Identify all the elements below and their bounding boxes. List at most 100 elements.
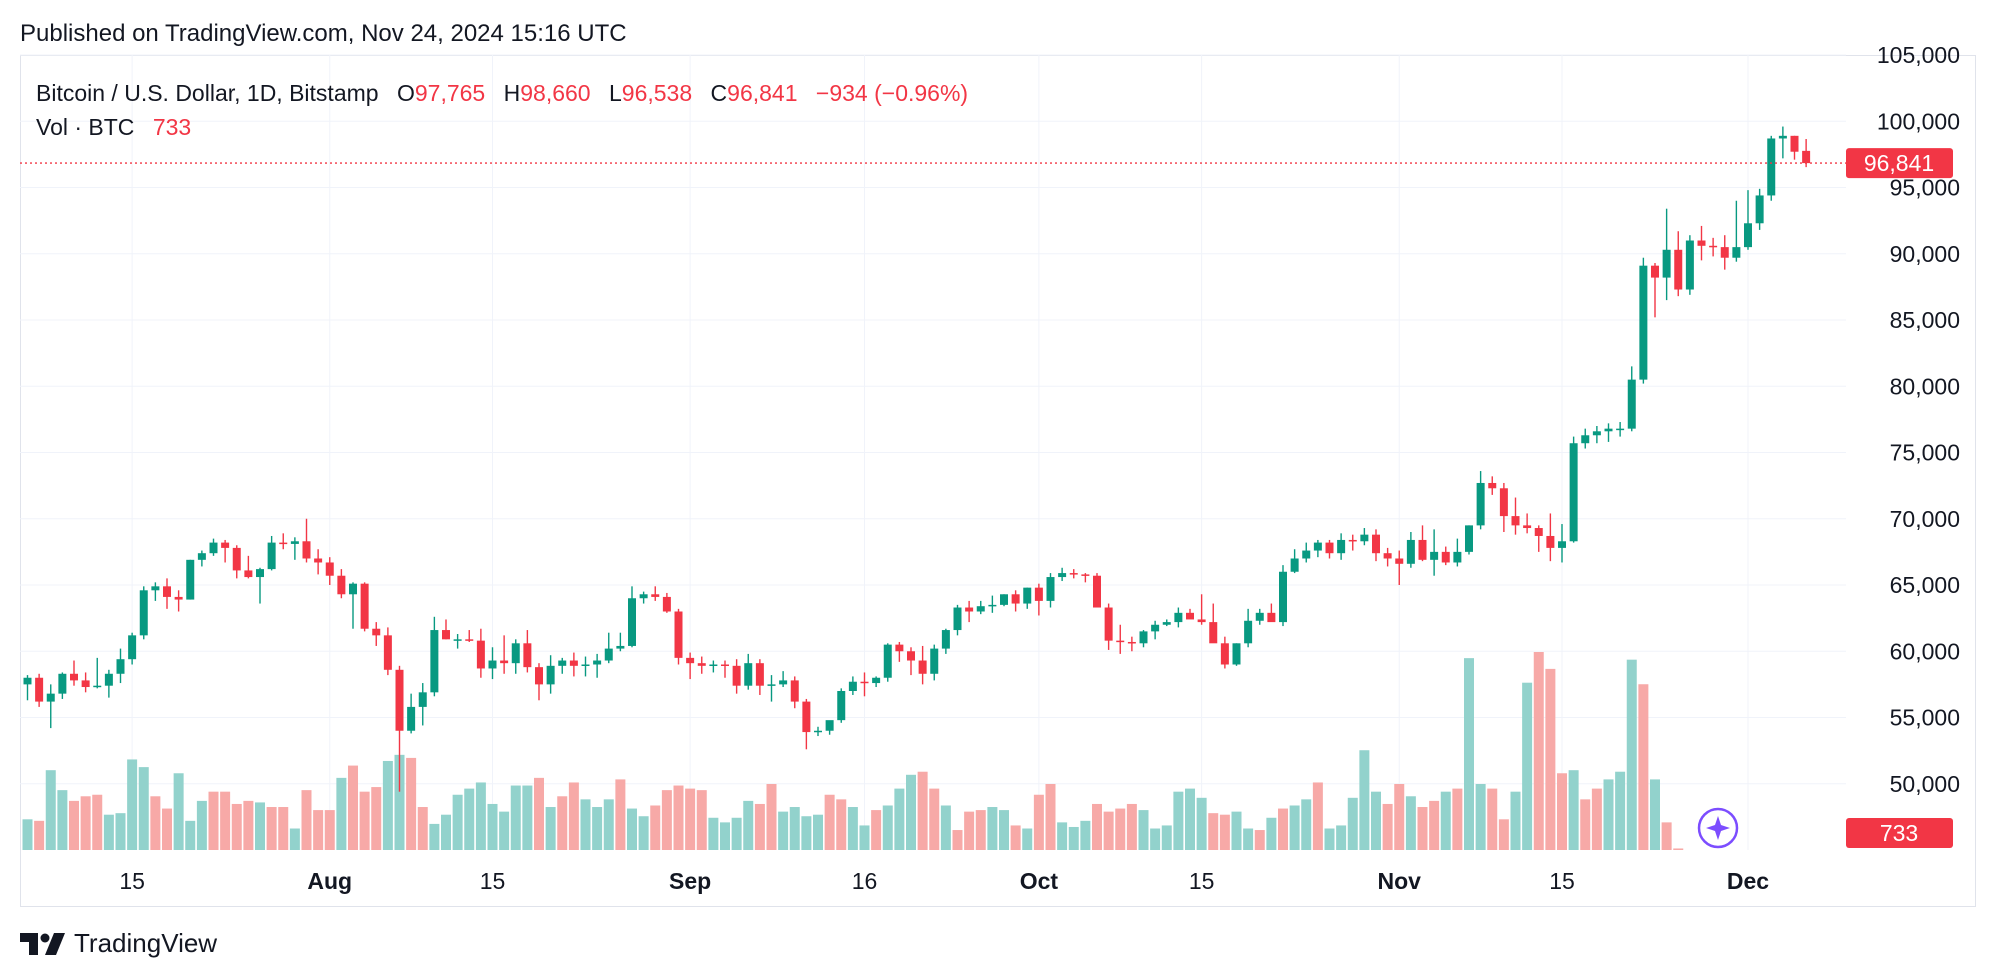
candle-body [662, 596, 671, 612]
candle-body [558, 660, 567, 666]
candle-body [604, 648, 613, 661]
volume-bar [801, 816, 812, 850]
y-tick-label: 105,000 [1877, 42, 1960, 68]
y-tick-label: 70,000 [1890, 506, 1960, 532]
legend-volume-row: Vol · BTC 733 [36, 110, 968, 144]
candle-body [128, 635, 137, 660]
candle-body [46, 693, 55, 702]
candle-body [523, 643, 532, 668]
tradingview-brand[interactable]: TradingView [20, 928, 217, 959]
volume-bar [1347, 797, 1358, 850]
candle-body [965, 607, 974, 612]
candle-body [1220, 643, 1229, 665]
candle-body [1755, 195, 1764, 224]
candle-body [1709, 245, 1718, 248]
last-volume-badge [1846, 818, 1953, 848]
tradingview-brand-label: TradingView [74, 928, 218, 958]
volume-bar [371, 787, 382, 850]
candle-body [930, 648, 939, 674]
candle-body [1337, 539, 1346, 554]
volume-bar [627, 808, 637, 850]
volume-bar [1208, 813, 1219, 850]
candle-body [953, 607, 962, 631]
candle-body [1488, 482, 1497, 489]
candle-body [744, 663, 753, 686]
candle-body [1744, 223, 1752, 248]
legend-change: −934 (−0.96%) [815, 80, 969, 106]
candle-body [895, 644, 904, 652]
candle-body [290, 541, 299, 544]
volume-bar [196, 800, 207, 850]
candle-body [476, 640, 485, 669]
volume-bar [1115, 808, 1126, 850]
volume-bar [394, 754, 405, 850]
candle-body [639, 594, 648, 599]
y-tick-label: 90,000 [1890, 241, 1960, 267]
volume-bar [1568, 770, 1579, 850]
legend-ohlc-row: Bitcoin / U.S. Dollar, 1D, Bitstamp O97,… [36, 76, 968, 110]
candle-body [267, 542, 276, 570]
volume-bar [1022, 828, 1033, 850]
candle-body [1162, 622, 1171, 625]
volume-bar [720, 822, 730, 850]
candle-body [616, 645, 625, 649]
candle-body [232, 547, 241, 571]
volume-bar [847, 807, 858, 850]
volume-bar [1580, 799, 1591, 850]
candle-body [453, 639, 462, 641]
volume-bar [673, 785, 684, 850]
candle-body [1058, 573, 1067, 578]
candle-body [1546, 535, 1555, 548]
candle-body [279, 542, 288, 545]
volume-bar [859, 825, 870, 850]
y-tick-label: 80,000 [1890, 373, 1960, 399]
volume-bar [766, 784, 777, 850]
volume-bar [1359, 750, 1370, 850]
candle-body [139, 590, 148, 636]
volume-bar [534, 777, 544, 850]
candle-body [1616, 428, 1625, 431]
candle-body [302, 541, 311, 559]
candle-body [1674, 249, 1683, 290]
candle-body [1232, 643, 1241, 665]
candle-body [569, 660, 578, 666]
candle-body [1802, 150, 1811, 164]
candle-body [442, 630, 450, 640]
candle-body [1209, 622, 1218, 644]
volume-bar [964, 811, 975, 850]
volume-bar [103, 814, 114, 850]
candle-body [1290, 558, 1299, 572]
candle-body [883, 644, 892, 678]
candle-body [1720, 247, 1729, 258]
volume-bar [1429, 800, 1440, 850]
x-tick-label: Dec [1727, 868, 1769, 894]
volume-bar [278, 807, 289, 850]
candle-body [1348, 539, 1357, 542]
candle-body [1139, 631, 1148, 644]
volume-bar [185, 820, 196, 850]
volume-bar [1254, 830, 1265, 850]
volume-bar [1138, 810, 1149, 850]
candle-body [1662, 249, 1671, 278]
candle-body [1186, 612, 1194, 620]
y-tick-label: 65,000 [1890, 572, 1960, 598]
y-axis: 105,000 100,000 95,000 90,000 85,000 80,000 75… [1877, 42, 1960, 797]
candle-body [1453, 551, 1462, 563]
published-caption: Published on TradingView.com, Nov 24, 20… [20, 20, 627, 47]
volume-bar [243, 800, 254, 850]
legend-high-value: 98,660 [520, 80, 591, 106]
volume-bar [685, 788, 696, 850]
candle-body [1523, 525, 1532, 529]
x-tick-label: 15 [1189, 868, 1215, 894]
candle-body [360, 583, 369, 629]
volume-bar [1057, 822, 1068, 850]
candle-body [70, 673, 78, 681]
candle-body [1116, 640, 1125, 643]
volume-bar [1498, 819, 1509, 850]
candle-body [1430, 551, 1439, 560]
candle-body [802, 701, 811, 733]
candle-body [383, 635, 392, 670]
candle-body [1000, 594, 1008, 605]
volume-bar [464, 788, 475, 850]
